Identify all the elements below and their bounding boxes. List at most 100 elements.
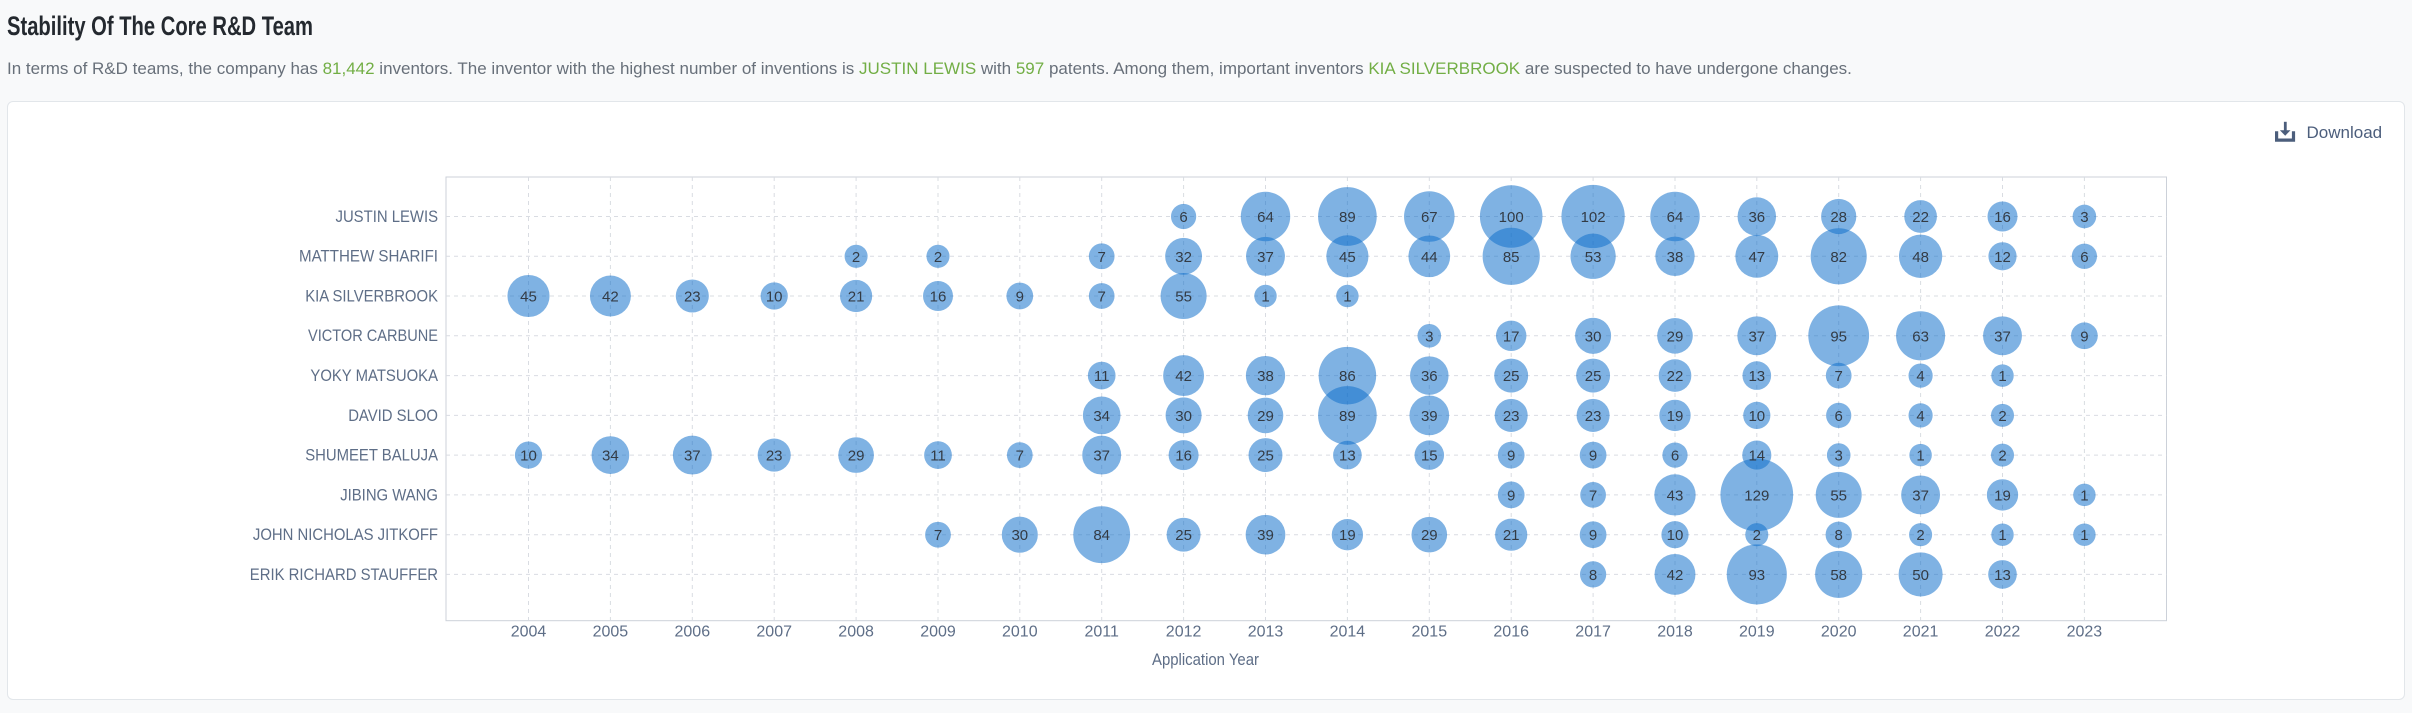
svg-text:1: 1: [1916, 448, 1924, 465]
svg-text:38: 38: [1257, 368, 1274, 385]
svg-text:25: 25: [1503, 368, 1520, 385]
svg-text:84: 84: [1093, 527, 1110, 544]
svg-text:11: 11: [1094, 368, 1110, 385]
svg-text:42: 42: [1667, 567, 1684, 584]
svg-text:13: 13: [1748, 368, 1765, 385]
svg-text:KIA SILVERBROOK: KIA SILVERBROOK: [305, 286, 438, 305]
svg-text:2010: 2010: [1002, 623, 1038, 640]
svg-text:37: 37: [1912, 487, 1929, 504]
svg-text:11: 11: [930, 448, 946, 465]
svg-text:58: 58: [1830, 567, 1847, 584]
svg-text:4: 4: [1916, 368, 1924, 385]
svg-text:4: 4: [1916, 408, 1924, 425]
svg-text:Download: Download: [2307, 123, 2383, 142]
svg-text:9: 9: [2080, 328, 2088, 345]
svg-text:29: 29: [848, 448, 865, 465]
svg-text:55: 55: [1830, 487, 1847, 504]
svg-text:2006: 2006: [675, 623, 711, 640]
svg-text:64: 64: [1257, 209, 1274, 226]
svg-text:29: 29: [1667, 328, 1684, 345]
svg-text:129: 129: [1744, 487, 1769, 504]
svg-text:45: 45: [1339, 249, 1356, 266]
svg-text:2020: 2020: [1821, 623, 1857, 640]
svg-text:15: 15: [1421, 448, 1438, 465]
svg-text:67: 67: [1421, 209, 1438, 226]
svg-text:2015: 2015: [1412, 623, 1448, 640]
svg-text:9: 9: [1507, 448, 1515, 465]
svg-text:1: 1: [2080, 487, 2088, 504]
svg-text:10: 10: [520, 448, 537, 465]
svg-text:17: 17: [1503, 328, 1520, 345]
svg-text:23: 23: [1503, 408, 1520, 425]
svg-text:44: 44: [1421, 249, 1438, 266]
svg-text:1: 1: [2080, 527, 2088, 544]
svg-text:2019: 2019: [1739, 623, 1775, 640]
svg-text:10: 10: [1667, 527, 1684, 544]
svg-text:37: 37: [1748, 328, 1765, 345]
svg-text:82: 82: [1830, 249, 1847, 266]
svg-text:7: 7: [934, 527, 942, 544]
svg-text:95: 95: [1830, 328, 1847, 345]
svg-text:21: 21: [1503, 527, 1520, 544]
svg-text:2023: 2023: [2067, 623, 2103, 640]
svg-text:55: 55: [1175, 289, 1192, 306]
svg-text:93: 93: [1748, 567, 1765, 584]
svg-text:50: 50: [1912, 567, 1929, 584]
svg-text:16: 16: [930, 289, 947, 306]
svg-text:19: 19: [1339, 527, 1356, 544]
svg-text:25: 25: [1175, 527, 1192, 544]
svg-text:42: 42: [602, 289, 619, 306]
svg-text:2: 2: [1998, 448, 2006, 465]
svg-text:63: 63: [1912, 328, 1929, 345]
svg-text:VICTOR CARBUNE: VICTOR CARBUNE: [308, 326, 438, 345]
svg-text:JUSTIN LEWIS: JUSTIN LEWIS: [336, 207, 439, 226]
svg-text:In terms of R&D teams, the com: In terms of R&D teams, the company has 8…: [7, 59, 1852, 78]
svg-text:6: 6: [1179, 209, 1187, 226]
svg-text:JIBING WANG: JIBING WANG: [340, 485, 438, 504]
svg-text:9: 9: [1589, 448, 1597, 465]
svg-text:2021: 2021: [1903, 623, 1939, 640]
svg-text:25: 25: [1585, 368, 1602, 385]
svg-text:6: 6: [1671, 448, 1679, 465]
svg-text:23: 23: [684, 289, 701, 306]
svg-text:3: 3: [1835, 448, 1843, 465]
svg-text:89: 89: [1339, 209, 1356, 226]
svg-text:38: 38: [1667, 249, 1684, 266]
svg-text:23: 23: [766, 448, 783, 465]
svg-text:2022: 2022: [1985, 623, 2021, 640]
svg-text:19: 19: [1667, 408, 1684, 425]
svg-text:MATTHEW SHARIFI: MATTHEW SHARIFI: [299, 247, 438, 266]
svg-text:45: 45: [520, 289, 537, 306]
svg-text:53: 53: [1585, 249, 1602, 266]
svg-text:2014: 2014: [1330, 623, 1366, 640]
svg-text:10: 10: [766, 289, 783, 306]
svg-text:8: 8: [1835, 527, 1843, 544]
svg-text:12: 12: [1994, 249, 2011, 266]
svg-text:7: 7: [1016, 448, 1024, 465]
svg-text:13: 13: [1994, 567, 2011, 584]
svg-text:2011: 2011: [1084, 623, 1119, 640]
svg-text:2012: 2012: [1166, 623, 1202, 640]
svg-text:29: 29: [1257, 408, 1274, 425]
svg-text:9: 9: [1589, 527, 1597, 544]
svg-text:100: 100: [1499, 209, 1524, 226]
svg-text:DAVID SLOO: DAVID SLOO: [348, 406, 438, 425]
svg-text:2: 2: [1916, 527, 1924, 544]
svg-text:34: 34: [602, 448, 619, 465]
svg-text:102: 102: [1581, 209, 1606, 226]
svg-text:2: 2: [1998, 408, 2006, 425]
svg-text:10: 10: [1748, 408, 1765, 425]
svg-text:37: 37: [1994, 328, 2011, 345]
svg-text:37: 37: [684, 448, 701, 465]
svg-text:22: 22: [1667, 368, 1684, 385]
svg-text:39: 39: [1421, 408, 1438, 425]
svg-text:37: 37: [1093, 448, 1110, 465]
svg-text:2004: 2004: [511, 623, 547, 640]
svg-text:7: 7: [1835, 368, 1843, 385]
svg-text:30: 30: [1585, 328, 1602, 345]
svg-text:2007: 2007: [756, 623, 792, 640]
svg-text:1: 1: [1998, 527, 2006, 544]
svg-text:29: 29: [1421, 527, 1438, 544]
svg-text:23: 23: [1585, 408, 1602, 425]
svg-text:7: 7: [1098, 289, 1106, 306]
